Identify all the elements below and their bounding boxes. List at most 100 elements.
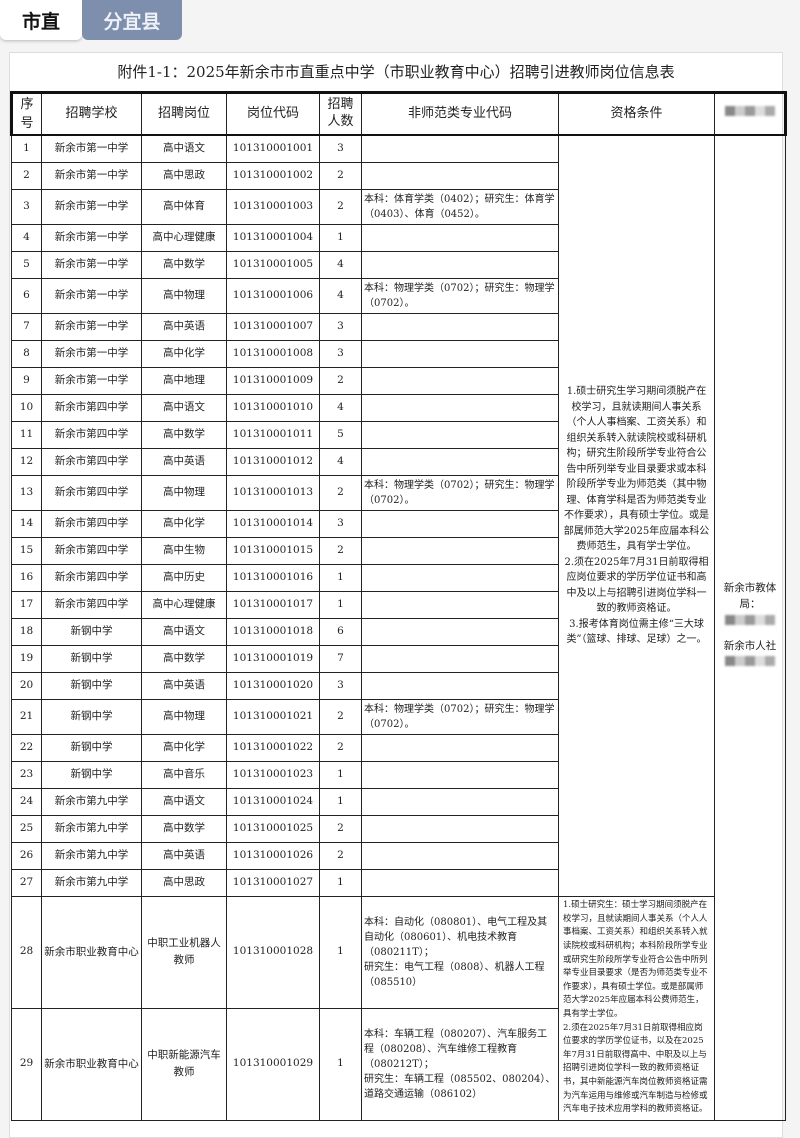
cell-code: 101310001004 — [226, 223, 320, 252]
header-qual: 资格条件 — [558, 91, 715, 136]
cell-post: 中职工业机器人教师 — [141, 895, 227, 1009]
cell-seq: 23 — [11, 760, 42, 789]
cell-school: 新余市第四中学 — [41, 563, 142, 592]
cell-school: 新余市第四中学 — [41, 420, 142, 449]
cell-code: 101310001029 — [226, 1007, 320, 1121]
cell-seq: 3 — [11, 188, 42, 225]
cell-code: 101310001027 — [226, 868, 320, 897]
cell-post: 高中英语 — [141, 841, 227, 870]
cell-count: 1 — [319, 1007, 362, 1121]
cell-code: 101310001028 — [226, 895, 320, 1009]
cell-school: 新余市第一中学 — [41, 161, 142, 190]
table-row: 20 新钢中学 高中英语 101310001020 3 — [11, 671, 786, 700]
qualification-vocational: 1.硕士研究生：硕士学习期间须脱产在校学习，且就读期间人事关系（个人人事档案、工… — [558, 895, 715, 1121]
cell-count: 4 — [319, 393, 362, 422]
contact-education: 新余市教体局： — [723, 582, 777, 611]
header-seq: 序号 — [10, 91, 42, 136]
table-row: 28 新余市职业教育中心 中职工业机器人教师 101310001028 1 本科：自动化（… — [11, 895, 786, 1121]
cell-post: 中职新能源汽车教师 — [141, 1007, 227, 1121]
cell-code: 101310001013 — [226, 474, 320, 511]
header-major: 非师范类专业代码 — [361, 91, 559, 136]
cell-post: 高中化学 — [141, 733, 227, 762]
cell-code: 101310001024 — [226, 787, 320, 816]
cell-count: 1 — [319, 895, 362, 1009]
cell-seq: 16 — [11, 563, 42, 592]
cell-seq: 14 — [11, 509, 42, 538]
cell-seq: 5 — [11, 250, 42, 279]
cell-count: 2 — [319, 161, 362, 190]
table-row: 25 新余市第九中学 高中数学 101310001025 2 — [11, 814, 786, 843]
cell-school: 新余市第四中学 — [41, 474, 142, 511]
cell-post: 高中心理健康 — [141, 590, 227, 619]
header-redacted — [714, 91, 787, 136]
cell-code: 101310001022 — [226, 733, 320, 762]
tab-city[interactable]: 市直 — [0, 0, 82, 40]
cell-major — [361, 393, 559, 422]
cell-major: 本科：体育学类（0402）；研究生：体育学（0403）、体育（0452）。 — [361, 188, 559, 225]
cell-school: 新余市第一中学 — [41, 277, 142, 314]
cell-count: 3 — [319, 339, 362, 368]
cell-major: 本科：车辆工程（080207）、汽车服务工程（080208）、汽车维修工程教育（… — [361, 1007, 559, 1121]
tab-fenyi[interactable]: 分宜县 — [82, 0, 182, 40]
cell-seq: 21 — [11, 698, 42, 735]
cell-count: 3 — [319, 134, 362, 163]
cell-code: 101310001006 — [226, 277, 320, 314]
cell-school: 新余市第一中学 — [41, 134, 142, 163]
header-school: 招聘学校 — [41, 91, 142, 136]
cell-code: 101310001020 — [226, 671, 320, 700]
cell-count: 1 — [319, 563, 362, 592]
cell-code: 101310001012 — [226, 447, 320, 476]
cell-code: 101310001017 — [226, 590, 320, 619]
document-sheet: 附件1-1：2025年新余市市直重点中学（市职业教育中心）招聘引进教师岗位信息表… — [9, 52, 787, 1138]
cell-code: 101310001019 — [226, 644, 320, 673]
cell-seq: 13 — [11, 474, 42, 511]
table-row: 2 新余市第一中学 高中思政 101310001002 2 — [11, 161, 786, 190]
header-code: 岗位代码 — [226, 91, 320, 136]
cell-major — [361, 733, 559, 762]
cell-code: 101310001023 — [226, 760, 320, 789]
cell-school: 新余市第四中学 — [41, 509, 142, 538]
cell-school: 新余市第四中学 — [41, 536, 142, 565]
cell-count: 4 — [319, 250, 362, 279]
cell-major — [361, 161, 559, 190]
cell-post: 高中语文 — [141, 393, 227, 422]
table-row: 29 新余市职业教育中心 中职新能源汽车教师 101310001029 1 本科：车辆工程… — [11, 1007, 786, 1121]
cell-code: 101310001026 — [226, 841, 320, 870]
cell-major — [361, 312, 559, 341]
cell-post: 高中物理 — [141, 474, 227, 511]
cell-count: 2 — [319, 188, 362, 225]
cell-count: 4 — [319, 447, 362, 476]
cell-count: 1 — [319, 868, 362, 897]
redacted-text — [725, 614, 775, 625]
cell-seq: 11 — [11, 420, 42, 449]
table-header: 序号 招聘学校 招聘岗位 岗位代码 招聘 人数 非师范类专业代码 资格条件 — [10, 91, 787, 136]
cell-major: 本科：物理学类（0702）；研究生：物理学（0702）。 — [361, 698, 559, 735]
cell-post: 高中语文 — [141, 787, 227, 816]
cell-code: 101310001025 — [226, 814, 320, 843]
table-row: 7 新余市第一中学 高中英语 101310001007 3 — [11, 312, 786, 341]
cell-major: 本科：自动化（080801）、电气工程及其自动化（080601）、机电技术教育（… — [361, 895, 559, 1009]
cell-count: 1 — [319, 223, 362, 252]
cell-count: 3 — [319, 509, 362, 538]
cell-count: 2 — [319, 536, 362, 565]
cell-post: 高中语文 — [141, 134, 227, 163]
cell-major — [361, 671, 559, 700]
region-tabs: 市直 分宜县 — [0, 0, 182, 42]
cell-post: 高中思政 — [141, 868, 227, 897]
cell-major — [361, 590, 559, 619]
cell-school: 新钢中学 — [41, 733, 142, 762]
contact-hr: 新余市人社 — [723, 639, 777, 652]
cell-code: 101310001009 — [226, 366, 320, 395]
table-row: 26 新余市第九中学 高中英语 101310001026 2 — [11, 841, 786, 870]
cell-school: 新余市第一中学 — [41, 366, 142, 395]
cell-count: 2 — [319, 814, 362, 843]
cell-seq: 7 — [11, 312, 42, 341]
table-row: 22 新钢中学 高中化学 101310001022 2 — [11, 733, 786, 762]
cell-post: 高中音乐 — [141, 760, 227, 789]
cell-count: 6 — [319, 617, 362, 646]
cell-major — [361, 760, 559, 789]
cell-school: 新余市第四中学 — [41, 447, 142, 476]
cell-post: 高中数学 — [141, 644, 227, 673]
table-row: 10 新余市第四中学 高中语文 101310001010 4 — [11, 393, 786, 422]
cell-major — [361, 366, 559, 395]
